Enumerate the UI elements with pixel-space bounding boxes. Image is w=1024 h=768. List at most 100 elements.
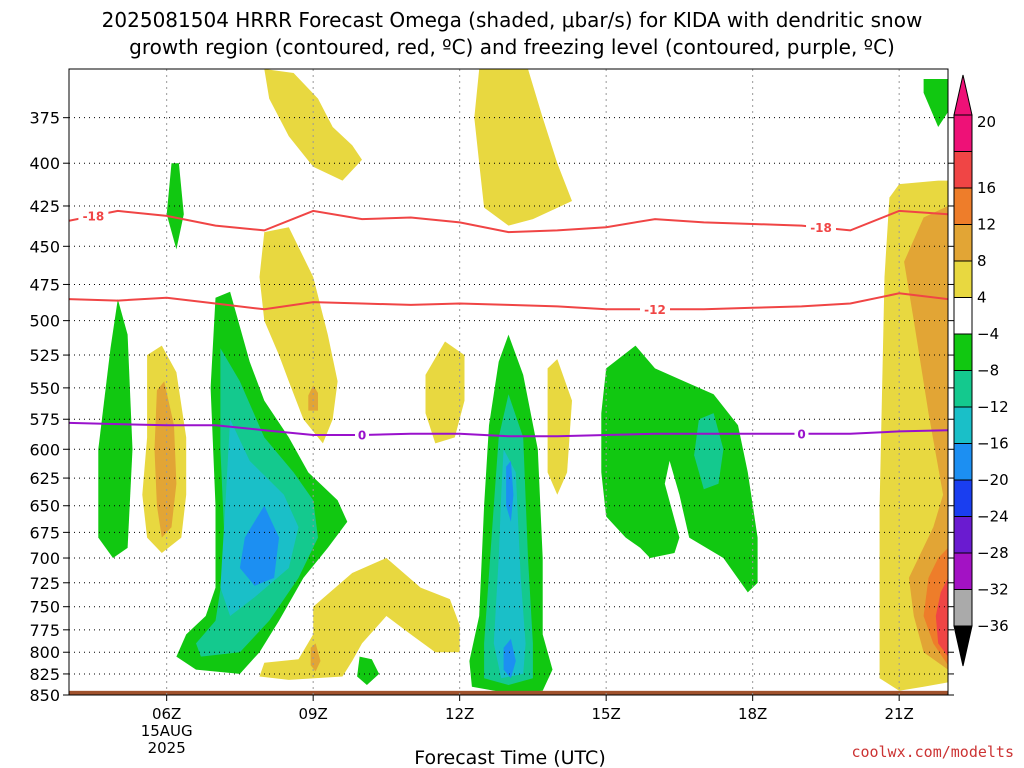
omega-region-11 [166, 163, 184, 250]
colorbar-bin-3 [953, 224, 973, 262]
colorbar: 20 16 12 8 4 −4 −8 −12 −16 −20 −24 −28 −32 −36 [953, 74, 1009, 667]
colorbar-label-1: 16 [977, 179, 996, 197]
y-tick-label-5: 500 [29, 312, 60, 331]
contour-line-0 [69, 209, 948, 234]
y-tick-label-0: 375 [29, 109, 60, 128]
y-tick-label-11: 650 [29, 497, 60, 516]
x-tick-label-0: 06Z [152, 705, 181, 723]
x-tick-label-5: 21Z [884, 705, 913, 723]
colorbar-bin-7 [953, 370, 973, 408]
y-tick-label-18: 825 [29, 665, 60, 684]
omega-region-8 [259, 558, 460, 680]
terrain-strip [69, 690, 948, 695]
y-tick-label-4: 475 [29, 275, 60, 294]
y-tick-label-3: 450 [29, 237, 60, 256]
omega-region-1 [474, 69, 572, 226]
y-tick-label-1: 400 [29, 154, 60, 173]
x-date-label-0-1: 2025 [148, 739, 186, 757]
colorbar-label-5: −4 [977, 325, 999, 343]
terrain-layer [69, 690, 948, 695]
chart-title-line-2: growth region (contoured, red, ºC) and f… [129, 35, 895, 59]
omega-region-2 [259, 227, 338, 444]
colorbar-label-4: 4 [977, 289, 987, 307]
colorbar-bin-5 [953, 297, 973, 335]
colorbar-bin-1 [953, 151, 973, 189]
colorbar-bin-10 [953, 479, 973, 517]
contour-label-0-0: -18 [83, 209, 105, 223]
omega-region-15 [239, 505, 279, 586]
contour-label-2-0: 0 [358, 429, 366, 443]
x-date-label-0-0: 15AUG [141, 722, 193, 740]
credit-text: coolwx.com/modelts [851, 743, 1014, 761]
omega-region-22 [694, 413, 724, 490]
y-tick-label-15: 750 [29, 598, 60, 617]
omega-region-6 [425, 341, 465, 444]
y-tick-label-9: 600 [29, 440, 60, 459]
y-axis: 375 400 425 450 475 500 525 550 575 600 625 650 675 7… [29, 109, 954, 705]
colorbar-label-7: −12 [977, 398, 1009, 416]
colorbar-bin-8 [953, 406, 973, 444]
colorbar-bin-2 [953, 187, 973, 225]
colorbar-bin-12 [953, 552, 973, 590]
contour-label-2-1: 0 [797, 427, 805, 441]
contour-label-bg-2-0 [355, 428, 369, 443]
colorbar-bin-0 [953, 114, 973, 152]
contour-layer: -18 -18 -12 0 0 [69, 208, 948, 443]
plot-frame [68, 68, 949, 696]
omega-region-19 [506, 460, 514, 522]
colorbar-label-9: −20 [977, 471, 1009, 489]
colorbar-label-2: 12 [977, 216, 996, 234]
omega-region-26 [904, 206, 948, 670]
contour-line-1 [69, 292, 948, 311]
colorbar-label-13: −36 [977, 617, 1009, 635]
contour-label-0-1: -18 [810, 221, 832, 235]
omega-region-21 [601, 345, 758, 593]
contour-label-bg-2-1 [794, 426, 809, 441]
y-tick-label-10: 625 [29, 469, 60, 488]
colorbar-label-10: −24 [977, 508, 1009, 526]
colorbar-bin-6 [953, 333, 973, 371]
omega-region-20 [503, 638, 516, 679]
grid-layer [69, 69, 948, 696]
contour-label-bg-0-1 [806, 220, 837, 235]
chart-title-line-1: 2025081504 HRRR Forecast Omega (shaded, … [102, 8, 923, 32]
omega-region-18 [493, 449, 526, 679]
omega-shading-layer [98, 69, 948, 694]
x-tick-label-1: 09Z [298, 705, 327, 723]
colorbar-bin-9 [953, 443, 973, 481]
omega-region-10 [98, 299, 133, 558]
y-tick-label-8: 575 [29, 410, 60, 429]
contour-label-bg-1-0 [640, 302, 670, 317]
colorbar-bottom-arrow [953, 625, 973, 667]
x-tick-label-4: 18Z [738, 705, 767, 723]
x-tick-label-2: 12Z [445, 705, 474, 723]
y-tick-label-12: 675 [29, 523, 60, 542]
colorbar-bin-13 [953, 589, 973, 627]
colorbar-top-arrow [953, 74, 973, 116]
omega-region-24 [923, 79, 948, 127]
y-tick-label-13: 700 [29, 549, 60, 568]
contour-label-1-0: -12 [644, 303, 666, 317]
omega-region-3 [308, 385, 318, 411]
contour-label-bg-0-0 [78, 208, 109, 223]
y-tick-label-7: 550 [29, 379, 60, 398]
omega-region-5 [154, 381, 177, 538]
omega-region-23 [357, 656, 380, 685]
omega-region-7 [547, 359, 572, 495]
y-tick-label-14: 725 [29, 574, 60, 593]
y-tick-label-17: 800 [29, 643, 60, 662]
x-tick-label-3: 15Z [591, 705, 620, 723]
omega-region-28 [935, 577, 948, 657]
colorbar-bin-11 [953, 516, 973, 554]
colorbar-label-8: −16 [977, 435, 1009, 453]
colorbar-label-11: −28 [977, 544, 1009, 562]
colorbar-label-6: −8 [977, 362, 999, 380]
colorbar-label-0: 20 [977, 113, 996, 131]
y-tick-label-19: 850 [29, 686, 60, 705]
colorbar-label-3: 8 [977, 252, 987, 270]
y-tick-label-2: 425 [29, 197, 60, 216]
colorbar-label-12: −32 [977, 581, 1009, 599]
x-axis-title: Forecast Time (UTC) [414, 747, 605, 768]
